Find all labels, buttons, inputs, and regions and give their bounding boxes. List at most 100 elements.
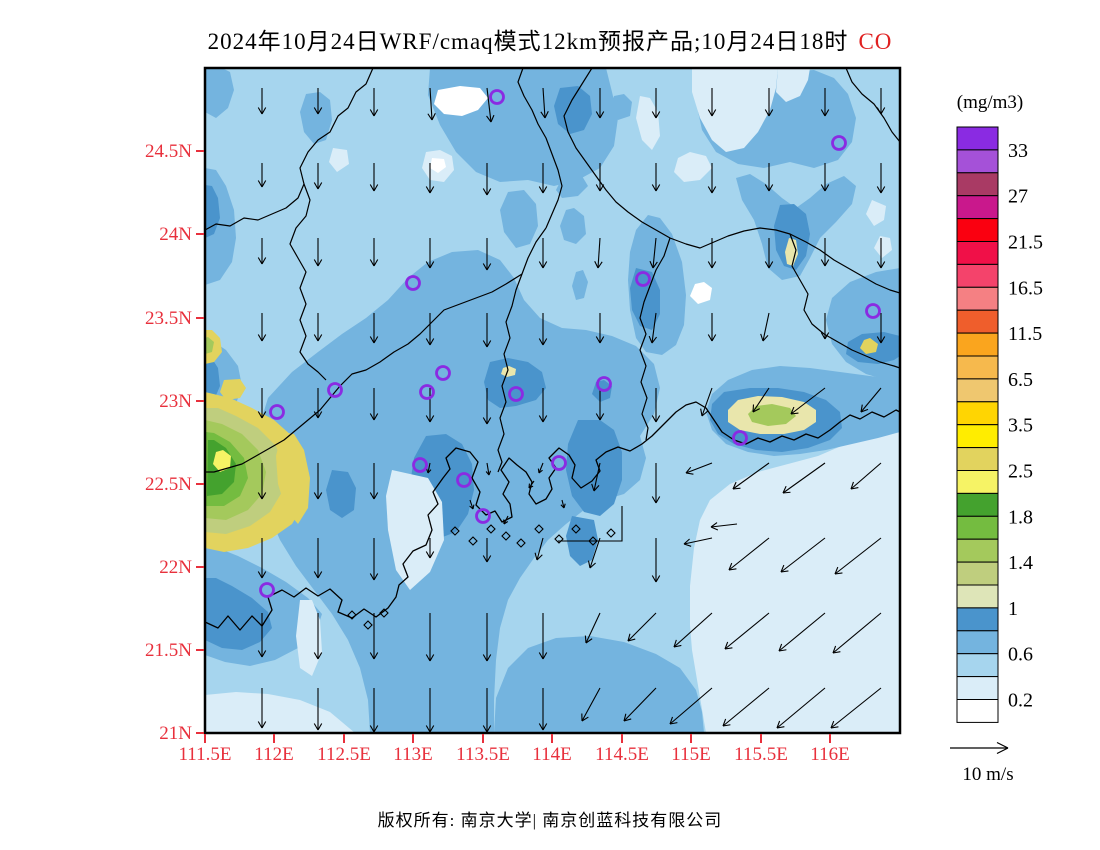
- wind-arrow: [764, 163, 774, 192]
- island-outline: [588, 536, 598, 546]
- station-circle-marker: [508, 386, 524, 402]
- legend-color-block: [956, 172, 999, 197]
- legend-value-label: 1: [1008, 598, 1018, 620]
- wind-arrow: [538, 163, 548, 194]
- island-outline: [554, 534, 564, 544]
- wind-scale-arrow: [950, 741, 1009, 755]
- wind-arrow: [876, 238, 886, 269]
- y-tick-label: 24N: [159, 224, 192, 245]
- wind-arrow: [732, 462, 770, 490]
- wind-arrow: [595, 88, 605, 119]
- boundary-line: [497, 227, 547, 473]
- contour-region: [386, 470, 444, 590]
- contour-region: [556, 174, 588, 198]
- wind-arrow: [425, 313, 435, 346]
- legend-color-block: [956, 653, 999, 678]
- islands: [347, 524, 616, 630]
- boundary-line: [205, 273, 523, 473]
- wind-arrow: [685, 462, 713, 475]
- legend-color-block: [956, 584, 999, 609]
- wind-arrow: [425, 163, 435, 194]
- wind-arrow: [820, 163, 830, 192]
- island-outline: [606, 528, 616, 538]
- x-tick-label: 113E: [393, 744, 432, 765]
- station-circle-marker: [551, 455, 567, 471]
- wind-arrow: [860, 387, 882, 413]
- wind-arrow: [790, 387, 826, 415]
- wind-arrow: [594, 237, 603, 269]
- wind-arrow: [669, 687, 713, 725]
- station-circle-marker: [405, 275, 421, 291]
- boundary-line: [205, 68, 374, 231]
- contour-region: [213, 450, 231, 472]
- legend-color-block: [956, 309, 999, 334]
- wind-arrow: [764, 238, 774, 269]
- contour-region: [205, 185, 220, 238]
- wind-arrow: [482, 613, 492, 662]
- wind-arrow: [724, 612, 770, 650]
- legend-color-block: [956, 538, 999, 563]
- y-tick-label: 23.5N: [145, 308, 192, 329]
- wind-arrow: [760, 312, 770, 342]
- wind-arrow: [482, 163, 492, 196]
- wind-arrow: [313, 463, 323, 500]
- species-label: CO: [858, 29, 893, 54]
- wind-arrow: [482, 313, 492, 348]
- wind-arrow: [587, 537, 601, 569]
- island-outline: [516, 538, 526, 548]
- legend-color-block: [956, 126, 999, 151]
- wind-arrow: [651, 388, 661, 423]
- legend-color-block: [956, 470, 999, 494]
- wind-arrow: [257, 238, 267, 265]
- contour-region: [205, 578, 272, 650]
- wind-arrow: [486, 87, 495, 123]
- wind-arrow: [876, 88, 886, 115]
- wind-arrow: [651, 538, 661, 583]
- boundary-line: [563, 68, 900, 294]
- legend-color-block: [956, 699, 999, 723]
- wind-arrow: [776, 687, 826, 729]
- color-legend: 33 27 21.5 16.5 11.5 6.5 3.5 2.5 1.8 1.4 1 0.6 0.2: [956, 126, 1043, 723]
- contour-region: [572, 270, 588, 300]
- wind-arrow: [540, 87, 549, 119]
- wind-arrow: [850, 462, 882, 490]
- legend-color-block: [956, 492, 999, 517]
- wind-arrow: [482, 238, 492, 271]
- wind-arrow: [369, 538, 379, 581]
- wind-arrow: [595, 163, 605, 192]
- contour-region: [690, 418, 900, 733]
- contour-region: [484, 358, 546, 408]
- contour-region: [874, 236, 892, 258]
- wind-arrow: [469, 499, 475, 510]
- station-circle-marker: [635, 271, 651, 287]
- legend-value-label: 21.5: [1008, 232, 1043, 254]
- x-tick-label: 112.5E: [317, 744, 371, 765]
- wind-arrow: [369, 688, 379, 733]
- contour-region: [610, 94, 632, 120]
- wind-arrow: [707, 88, 717, 117]
- island-outline: [486, 524, 496, 534]
- wind-arrow: [876, 163, 886, 194]
- wind-arrow: [673, 612, 713, 648]
- legend-color-block: [956, 447, 999, 472]
- contour-region: [774, 204, 810, 270]
- wind-arrow: [482, 688, 492, 733]
- contour-region: [636, 96, 660, 150]
- wind-arrow: [820, 238, 830, 267]
- wind-arrow: [538, 238, 548, 269]
- island-outline: [571, 524, 581, 534]
- island-outline: [450, 526, 460, 536]
- legend-color-block: [956, 263, 999, 288]
- station-circle-marker: [412, 457, 428, 473]
- contour-region: [434, 86, 488, 116]
- wind-arrow: [707, 238, 717, 269]
- wind-arrow: [707, 163, 717, 194]
- wind-arrow: [834, 537, 882, 575]
- wind-arrow: [764, 88, 774, 117]
- wind-arrow: [313, 163, 323, 190]
- island-outline: [347, 610, 357, 620]
- x-tick-label: 115.5E: [734, 744, 788, 765]
- legend-color-block: [956, 195, 999, 220]
